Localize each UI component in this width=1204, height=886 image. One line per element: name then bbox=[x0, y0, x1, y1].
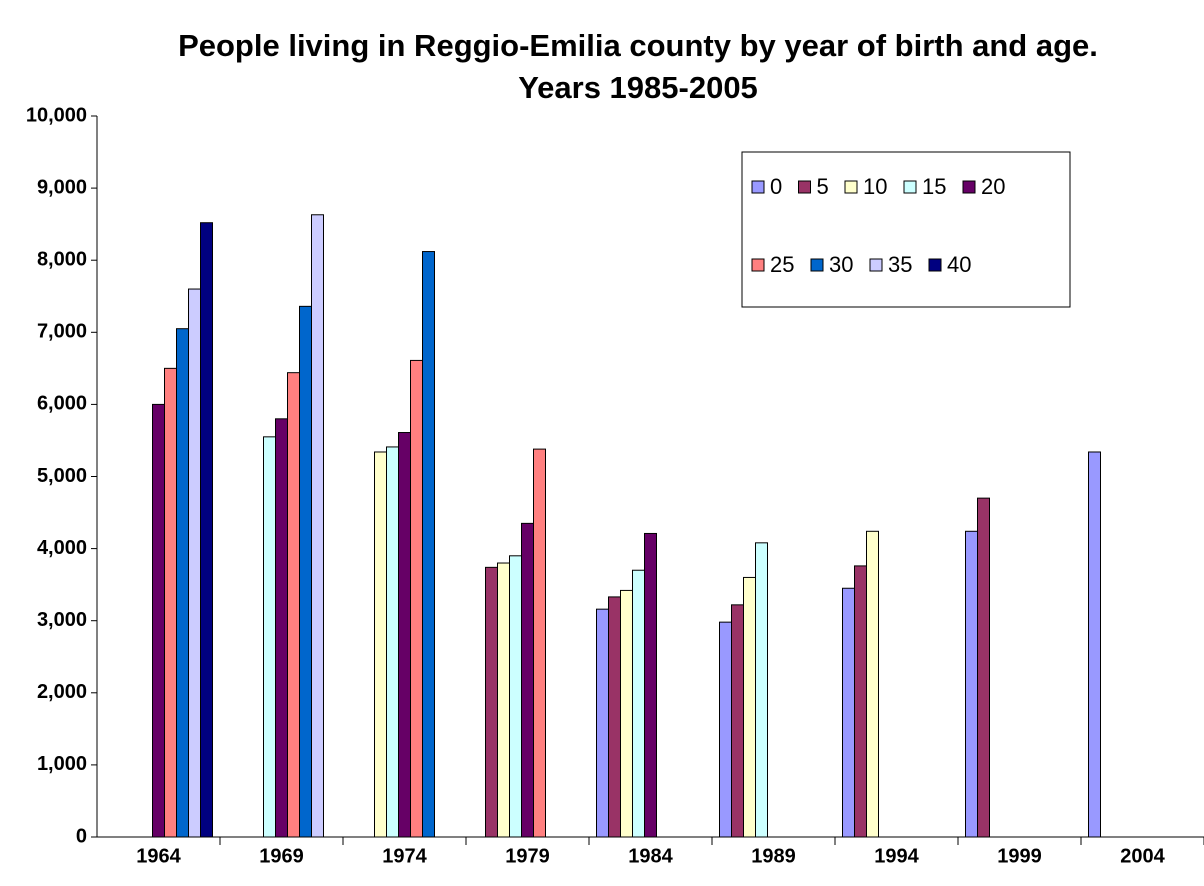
bar bbox=[398, 432, 411, 838]
y-tick-label: 9,000 bbox=[37, 176, 87, 198]
bar bbox=[977, 497, 990, 838]
legend-label: 15 bbox=[922, 174, 946, 199]
bar bbox=[866, 530, 879, 838]
x-tick-label: 1964 bbox=[136, 845, 181, 867]
legend-label: 40 bbox=[947, 252, 971, 277]
y-tick-label: 5,000 bbox=[37, 465, 87, 487]
legend-swatch bbox=[928, 258, 942, 272]
legend-label: 35 bbox=[888, 252, 912, 277]
legend-box bbox=[741, 151, 1071, 308]
x-tick-label: 2004 bbox=[1120, 845, 1165, 867]
y-tick-label: 6,000 bbox=[37, 393, 87, 415]
bar bbox=[152, 403, 165, 838]
bar bbox=[386, 446, 399, 838]
legend-swatch bbox=[903, 180, 917, 194]
y-tick-label: 1,000 bbox=[37, 753, 87, 775]
bar bbox=[200, 222, 213, 838]
legend-label: 25 bbox=[770, 252, 794, 277]
y-tick-label: 8,000 bbox=[37, 248, 87, 270]
bar bbox=[299, 305, 312, 838]
legend-label: 0 bbox=[770, 174, 782, 199]
bar bbox=[176, 328, 189, 838]
legend-swatch bbox=[798, 180, 811, 194]
bar bbox=[164, 367, 177, 838]
bar bbox=[608, 596, 621, 838]
x-tick-label: 1979 bbox=[505, 845, 550, 867]
legend-swatch bbox=[869, 258, 883, 272]
x-tick-label: 1974 bbox=[382, 845, 427, 867]
bar bbox=[410, 359, 423, 838]
bar bbox=[533, 448, 546, 838]
legend-label: 5 bbox=[817, 174, 829, 199]
bar bbox=[743, 576, 756, 838]
chart-title: People living in Reggio-Emilia county by… bbox=[178, 28, 1098, 63]
bar bbox=[497, 562, 510, 838]
bar bbox=[287, 372, 300, 838]
y-tick-label: 7,000 bbox=[37, 321, 87, 343]
y-tick-label: 0 bbox=[76, 825, 87, 847]
bar bbox=[755, 542, 768, 838]
bar bbox=[854, 565, 867, 838]
bar bbox=[521, 522, 534, 838]
bar bbox=[509, 555, 522, 838]
legend-swatch bbox=[962, 180, 976, 194]
y-tick-label: 2,000 bbox=[37, 681, 87, 703]
legend-swatch bbox=[844, 180, 858, 194]
x-tick-label: 1969 bbox=[259, 845, 304, 867]
bar bbox=[374, 451, 387, 838]
x-tick-label: 1989 bbox=[751, 845, 796, 867]
bar bbox=[275, 418, 288, 838]
bar bbox=[485, 566, 498, 838]
legend-label: 30 bbox=[829, 252, 853, 277]
bar bbox=[311, 214, 324, 838]
bar bbox=[842, 587, 855, 838]
legend-label: 20 bbox=[981, 174, 1005, 199]
bar bbox=[731, 604, 744, 838]
bar bbox=[644, 532, 657, 838]
x-tick-label: 1984 bbox=[628, 845, 673, 867]
bar bbox=[965, 530, 978, 838]
x-tick-label: 1994 bbox=[874, 845, 919, 867]
y-tick-label: 10,000 bbox=[26, 104, 87, 126]
legend-swatch bbox=[751, 258, 765, 272]
y-tick-label: 3,000 bbox=[37, 609, 87, 631]
bar bbox=[620, 589, 633, 838]
legend-label: 10 bbox=[863, 174, 887, 199]
bar bbox=[422, 251, 435, 838]
bar bbox=[188, 288, 201, 838]
bar bbox=[632, 569, 645, 838]
chart-title: Years 1985-2005 bbox=[518, 70, 758, 105]
legend-swatch bbox=[751, 180, 765, 194]
bar bbox=[596, 608, 609, 838]
bar bbox=[263, 436, 276, 838]
legend-swatch bbox=[810, 258, 824, 272]
bar bbox=[1088, 451, 1101, 838]
bar bbox=[719, 621, 732, 838]
y-tick-label: 4,000 bbox=[37, 537, 87, 559]
x-tick-label: 1999 bbox=[997, 845, 1042, 867]
